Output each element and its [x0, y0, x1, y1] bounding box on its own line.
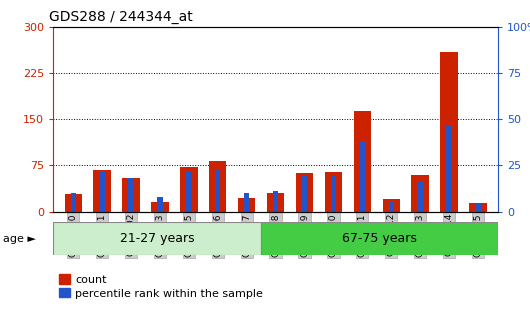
- Bar: [383, 199, 400, 212]
- Bar: [469, 203, 487, 212]
- Bar: [261, 222, 498, 255]
- Legend: count, percentile rank within the sample: count, percentile rank within the sample: [58, 275, 263, 299]
- Bar: [475, 204, 481, 212]
- Bar: [53, 222, 261, 255]
- Bar: [446, 125, 452, 212]
- Bar: [151, 202, 169, 212]
- Bar: [65, 195, 82, 212]
- Bar: [209, 161, 226, 212]
- Bar: [325, 172, 342, 212]
- Bar: [157, 197, 163, 212]
- Bar: [411, 175, 429, 212]
- Bar: [418, 182, 423, 212]
- Bar: [244, 193, 249, 212]
- Bar: [180, 167, 198, 212]
- Bar: [100, 171, 105, 212]
- Text: 21-27 years: 21-27 years: [120, 232, 194, 245]
- Bar: [93, 170, 111, 212]
- Text: GDS288 / 244344_at: GDS288 / 244344_at: [49, 10, 192, 25]
- Bar: [267, 193, 284, 212]
- Text: 67-75 years: 67-75 years: [342, 232, 417, 245]
- Bar: [296, 173, 313, 212]
- Bar: [360, 141, 365, 212]
- Bar: [388, 201, 394, 212]
- Bar: [302, 175, 307, 212]
- Bar: [440, 51, 458, 212]
- Bar: [331, 175, 336, 212]
- Bar: [122, 178, 140, 212]
- Bar: [186, 171, 191, 212]
- Bar: [215, 169, 220, 212]
- Bar: [70, 193, 76, 212]
- Text: age ►: age ►: [3, 234, 36, 244]
- Bar: [273, 192, 278, 212]
- Bar: [354, 111, 371, 212]
- Bar: [128, 178, 134, 212]
- Bar: [238, 198, 255, 212]
